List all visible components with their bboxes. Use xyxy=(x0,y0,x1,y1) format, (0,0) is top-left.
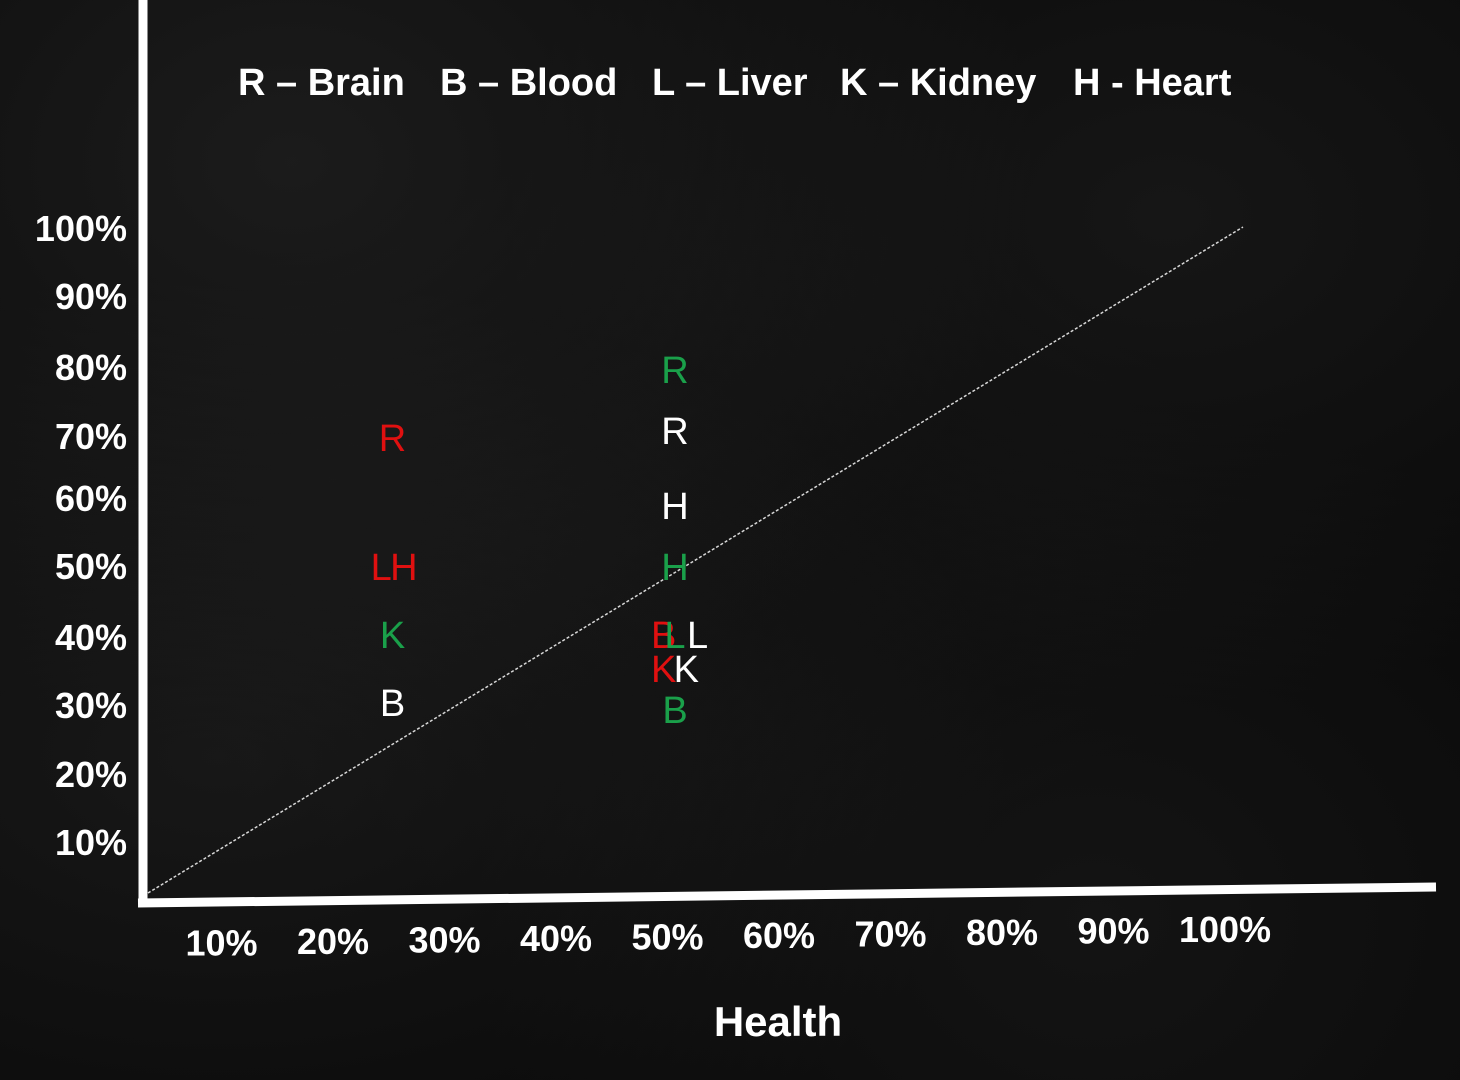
x-axis-line xyxy=(137,882,1437,908)
data-mark-l: L xyxy=(664,615,685,657)
y-tick-label: 40% xyxy=(55,617,127,658)
data-mark-b: B xyxy=(662,690,687,732)
x-tick-label: 80% xyxy=(966,912,1038,953)
y-tick-label: 100% xyxy=(35,208,127,249)
data-mark-b: B xyxy=(651,615,676,657)
y-tick-labels: 10% 20% 30% 40% 50% 60% 70% 80% 90% 100% xyxy=(35,208,127,863)
x-tick-label: 70% xyxy=(854,914,926,955)
data-mark-r: R xyxy=(661,350,688,392)
legend-item-k: K – Kidney xyxy=(840,62,1036,104)
y-tick-label: 90% xyxy=(55,276,127,317)
legend-item-b: B – Blood xyxy=(440,62,617,104)
y-tick-label: 30% xyxy=(55,685,127,726)
data-mark-r: R xyxy=(661,411,688,453)
y-tick-label: 50% xyxy=(55,546,127,587)
x-tick-label: 20% xyxy=(297,921,369,962)
data-mark-r: R xyxy=(379,418,406,460)
y-tick-label: 80% xyxy=(55,347,127,388)
legend: R – Brain B – Blood L – Liver K – Kidney H -… xyxy=(238,62,1232,104)
x-tick-labels: 10% 20% 30% 40% 50% 60% 70% 80% 90% 100% xyxy=(185,909,1271,964)
x-tick-label: 90% xyxy=(1077,911,1149,952)
data-mark-k: K xyxy=(651,649,676,691)
x-axis-title: Health xyxy=(714,998,842,1045)
y-tick-label: 10% xyxy=(55,822,127,863)
legend-item-r: R – Brain xyxy=(238,62,405,104)
x-tick-label: 60% xyxy=(743,915,815,956)
data-mark-k: K xyxy=(674,649,699,691)
x-tick-label: 10% xyxy=(185,923,257,964)
data-mark-h: H xyxy=(661,486,688,528)
x-tick-label: 50% xyxy=(631,917,703,958)
x-tick-label: 30% xyxy=(408,920,480,961)
legend-item-h: H - Heart xyxy=(1073,62,1232,104)
x-tick-label: 40% xyxy=(520,918,592,959)
data-mark-h: H xyxy=(390,547,417,589)
x-tick-label: 100% xyxy=(1179,909,1271,950)
data-mark-k: K xyxy=(380,615,405,657)
y-tick-label: 20% xyxy=(55,754,127,795)
data-mark-l: L xyxy=(371,547,392,589)
y-tick-label: 70% xyxy=(55,416,127,457)
data-mark-b: B xyxy=(380,683,405,725)
legend-item-l: L – Liver xyxy=(652,62,808,104)
y-tick-label: 60% xyxy=(55,478,127,519)
data-mark-h: H xyxy=(661,547,688,589)
reference-diagonal-line xyxy=(147,226,1244,894)
data-mark-l: L xyxy=(687,615,708,657)
